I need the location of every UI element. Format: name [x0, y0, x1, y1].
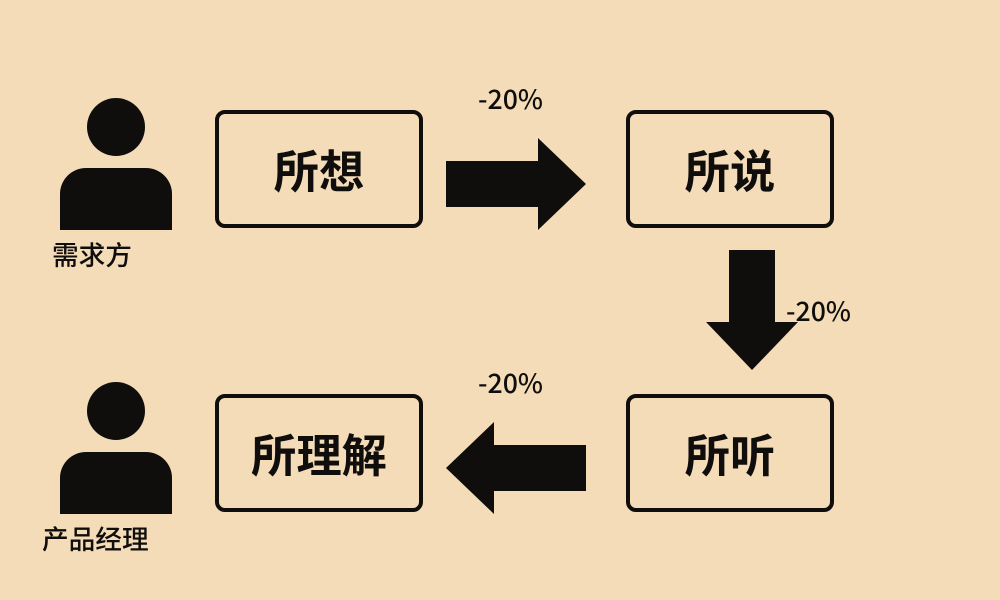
- person-body-icon: [60, 168, 172, 230]
- person-head-icon: [87, 98, 145, 156]
- arrow-head-icon: [706, 322, 798, 370]
- box-hear: 所听: [626, 394, 834, 512]
- person-label-requester: 需求方: [52, 234, 132, 273]
- box-label-hear: 所听: [685, 420, 776, 486]
- person-label-pm: 产品经理: [42, 518, 149, 557]
- arrow-head-icon: [538, 138, 586, 230]
- person-icon-requester: [60, 98, 172, 230]
- arrow-shaft: [494, 445, 586, 491]
- arrow-shaft: [446, 161, 538, 207]
- box-say: 所说: [626, 110, 834, 228]
- arrow-a3: [446, 422, 586, 514]
- loss-label-a1: -20%: [478, 78, 543, 117]
- loss-label-a2: -20%: [786, 290, 851, 329]
- arrow-head-icon: [446, 422, 494, 514]
- box-understand: 所理解: [215, 394, 423, 512]
- box-think: 所想: [215, 110, 423, 228]
- person-body-icon: [60, 452, 172, 514]
- person-icon-pm: [60, 382, 172, 514]
- person-head-icon: [87, 382, 145, 440]
- loss-label-a3: -20%: [478, 362, 543, 401]
- diagram-canvas: 所想 所说所听 所理解 需求方产品经理 -20% -20% -20%: [0, 0, 1000, 600]
- box-label-think: 所想: [274, 136, 365, 202]
- arrow-a2: [706, 250, 798, 370]
- box-label-say: 所说: [685, 136, 776, 202]
- arrow-shaft: [729, 250, 775, 322]
- box-label-understand: 所理解: [251, 420, 387, 486]
- arrow-a1: [446, 138, 586, 230]
